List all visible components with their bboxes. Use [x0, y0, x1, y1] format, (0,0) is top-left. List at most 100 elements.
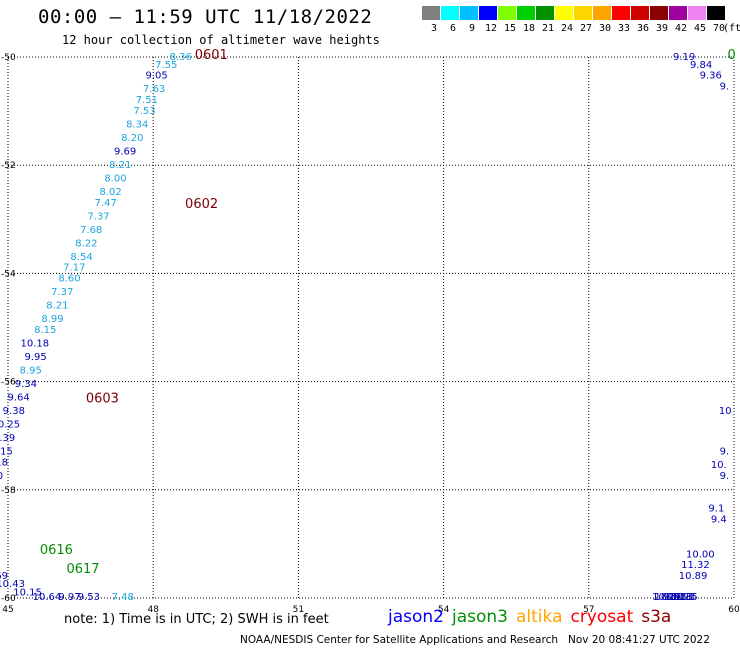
- legend-s3a: s3a: [641, 607, 672, 627]
- swh-value-61: 10.93: [667, 592, 696, 603]
- swh-value-16: 8.54: [70, 252, 92, 263]
- map-grid: [7, 56, 735, 599]
- swh-value-11: 8.02: [99, 187, 121, 198]
- swh-value-2: 9.05: [145, 71, 167, 82]
- swh-value-15: 8.22: [75, 238, 97, 249]
- swh-value-33: 10.80: [0, 471, 3, 482]
- swh-value-9: 8.21: [109, 160, 131, 171]
- scale-label-45: 45: [693, 23, 707, 34]
- lat-tick--54: -54: [1, 269, 16, 279]
- swh-value-59: 10.89: [679, 571, 708, 582]
- swh-value-6: 8.34: [126, 119, 148, 130]
- lon-tick-57: 57: [583, 605, 594, 615]
- swh-value-30: 11.39: [0, 433, 15, 444]
- scale-swatch-42: [669, 6, 688, 20]
- orbit-label-0616: 0616: [40, 543, 73, 558]
- scale-swatch-21: [536, 6, 555, 20]
- swh-value-47: 9.19: [673, 52, 695, 63]
- swh-value-60: 11.35: [669, 592, 698, 603]
- lon-tick-48: 48: [147, 605, 159, 615]
- swh-value-31: 10.15: [0, 447, 13, 458]
- swh-value-19: 7.37: [51, 287, 73, 298]
- lon-tick-51: 51: [293, 605, 304, 615]
- swh-value-29: 10.25: [0, 420, 20, 431]
- swh-value-13: 7.37: [87, 211, 109, 222]
- swh-value-17: 7.17: [63, 263, 85, 274]
- scale-label-27: 27: [579, 23, 593, 34]
- scale-swatch-15: [498, 6, 517, 20]
- orbit-label-0603: 0603: [86, 392, 119, 407]
- swh-value-21: 8.99: [41, 314, 63, 325]
- swh-value-22: 8.15: [34, 325, 56, 336]
- legend-altika: altika: [516, 607, 563, 627]
- swh-value-0: 8.36: [170, 52, 192, 63]
- swh-value-24: 9.95: [24, 352, 46, 363]
- swh-value-25: 8.95: [20, 365, 42, 376]
- scale-label-18: 18: [522, 23, 536, 34]
- orbit-label-0: 0: [727, 48, 735, 63]
- scale-swatch-18: [517, 6, 536, 20]
- axis-ticks: 45 48 51 54 57 60 -50 -52 -54 -56 -58 -60: [1, 53, 740, 615]
- swh-value-50: 9.: [720, 81, 730, 92]
- units-note: note: 1) Time is in UTC; 2) SWH is in fe…: [64, 612, 329, 627]
- scale-label-3: 3: [430, 23, 438, 34]
- swh-value-63: 9.51: [663, 592, 685, 603]
- lon-tick-45: 45: [2, 605, 13, 615]
- scale-swatch-70: [707, 6, 726, 20]
- swh-value-64: 10.53: [655, 592, 684, 603]
- lat-tick--58: -58: [1, 486, 16, 496]
- scale-label-6: 6: [449, 23, 457, 34]
- scale-label-9: 9: [468, 23, 476, 34]
- swh-value-7: 8.20: [121, 133, 143, 144]
- swh-value-46: 7.48: [112, 592, 134, 603]
- swh-value-51: 10: [719, 406, 732, 417]
- orbit-label-0602: 0602: [185, 197, 218, 212]
- scale-swatch-24: [555, 6, 574, 20]
- track-points: 8.367.559.05 7.637.517.53 8.34 8.20 9.69 8.21…: [0, 52, 732, 603]
- orbit-labels: 0601 0602 0603 0616 0617 0: [40, 48, 736, 577]
- page-subtitle: 12 hour collection of altimeter wave hei…: [62, 33, 380, 47]
- scale-label-30: 30: [598, 23, 612, 34]
- swh-value-41: 10.43: [0, 579, 25, 590]
- scale-swatch-45: [688, 6, 707, 20]
- scale-label-42: 42: [674, 23, 688, 34]
- swh-value-28: 9.38: [3, 406, 25, 417]
- lat-tick--52: -52: [1, 161, 16, 171]
- scale-swatch-33: [612, 6, 631, 20]
- orbit-label-0617: 0617: [66, 562, 99, 577]
- swh-value-56: 9.4: [711, 514, 727, 525]
- swh-value-23: 10.18: [20, 338, 49, 349]
- swh-value-27: 9.64: [8, 393, 30, 404]
- scale-label-15: 15: [503, 23, 517, 34]
- swh-value-53: 10.: [711, 460, 727, 471]
- scale-swatch-6: [441, 6, 460, 20]
- orbit-label-0601: 0601: [195, 48, 228, 63]
- scale-label-70: 70: [712, 23, 726, 34]
- scale-swatch-12: [479, 6, 498, 20]
- legend-cryosat: cryosat: [570, 607, 634, 627]
- legend-jason2: jason2: [388, 607, 444, 627]
- page-title: 00:00 — 11:59 UTC 11/18/2022: [38, 6, 373, 28]
- swh-value-10: 8.00: [104, 173, 126, 184]
- swh-value-4: 7.51: [136, 95, 158, 106]
- scale-label-24: 24: [560, 23, 574, 34]
- swh-value-57: 10.00: [686, 549, 715, 560]
- swh-value-52: 9.: [720, 447, 730, 458]
- swh-value-12: 7.47: [95, 198, 117, 209]
- credit-line: NOAA/NESDIS Center for Satellite Applica…: [240, 634, 710, 646]
- swh-value-49: 9.36: [700, 71, 722, 82]
- swh-value-18: 8.60: [58, 274, 80, 285]
- scale-label-39: 39: [655, 23, 669, 34]
- scale-label-12: 12: [484, 23, 498, 34]
- swh-value-32: 9.18: [0, 457, 8, 468]
- swh-value-48: 9.84: [690, 60, 712, 71]
- swh-value-8: 9.69: [114, 146, 136, 157]
- swh-value-42: 10.15: [13, 587, 42, 598]
- swh-value-65: 10.29: [652, 592, 681, 603]
- swh-value-20: 8.21: [46, 301, 68, 312]
- swh-value-3: 7.63: [143, 84, 165, 95]
- swh-value-26: 9.34: [15, 379, 37, 390]
- swh-value-62: 10.33: [664, 592, 693, 603]
- swh-value-58: 11.32: [681, 560, 710, 571]
